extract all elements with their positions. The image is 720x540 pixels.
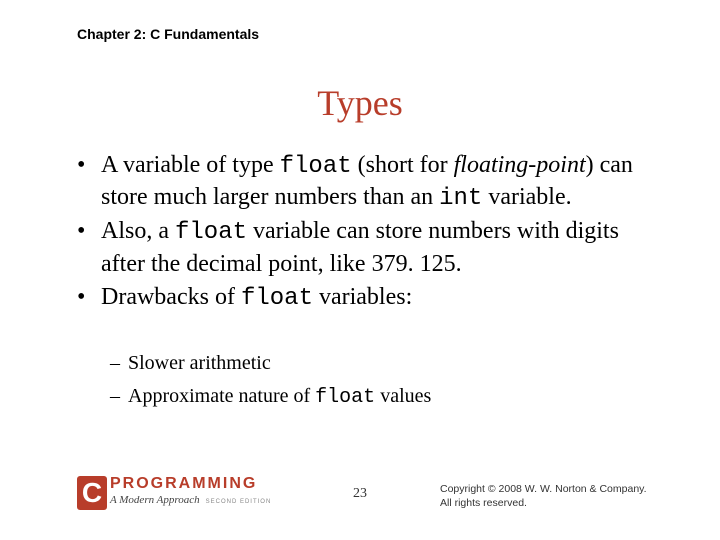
text: variable. — [482, 184, 571, 210]
copyright-line-1: Copyright © 2008 W. W. Norton & Company. — [440, 482, 647, 496]
text: A variable of type — [101, 152, 280, 178]
bullet-list: A variable of type float (short for floa… — [77, 150, 652, 316]
bullet-1: A variable of type float (short for floa… — [77, 150, 652, 214]
text: Drawbacks of — [101, 284, 241, 310]
italic-floating-point: floating-point — [454, 152, 586, 178]
text: Also, a — [101, 218, 175, 244]
text: variables: — [313, 284, 412, 310]
slide-title: Types — [0, 82, 720, 124]
sub-bullet-list: Slower arithmetic Approximate nature of … — [110, 352, 650, 419]
code-float: float — [241, 285, 313, 312]
bullet-2: Also, a float variable can store numbers… — [77, 216, 652, 279]
copyright-line-2: All rights reserved. — [440, 496, 647, 510]
slide: Chapter 2: C Fundamentals Types A variab… — [0, 0, 720, 540]
text: Approximate nature of — [128, 385, 315, 407]
chapter-header: Chapter 2: C Fundamentals — [77, 26, 259, 42]
sub-bullet-1: Slower arithmetic — [110, 352, 650, 375]
code-float: float — [315, 386, 375, 409]
sub-bullet-2: Approximate nature of float values — [110, 385, 650, 409]
code-float: float — [175, 219, 247, 246]
text: values — [375, 385, 431, 407]
code-int: int — [439, 185, 482, 212]
copyright: Copyright © 2008 W. W. Norton & Company.… — [440, 482, 647, 510]
code-float: float — [280, 153, 352, 180]
bullet-3: Drawbacks of float variables: — [77, 282, 652, 314]
text: (short for — [352, 152, 454, 178]
